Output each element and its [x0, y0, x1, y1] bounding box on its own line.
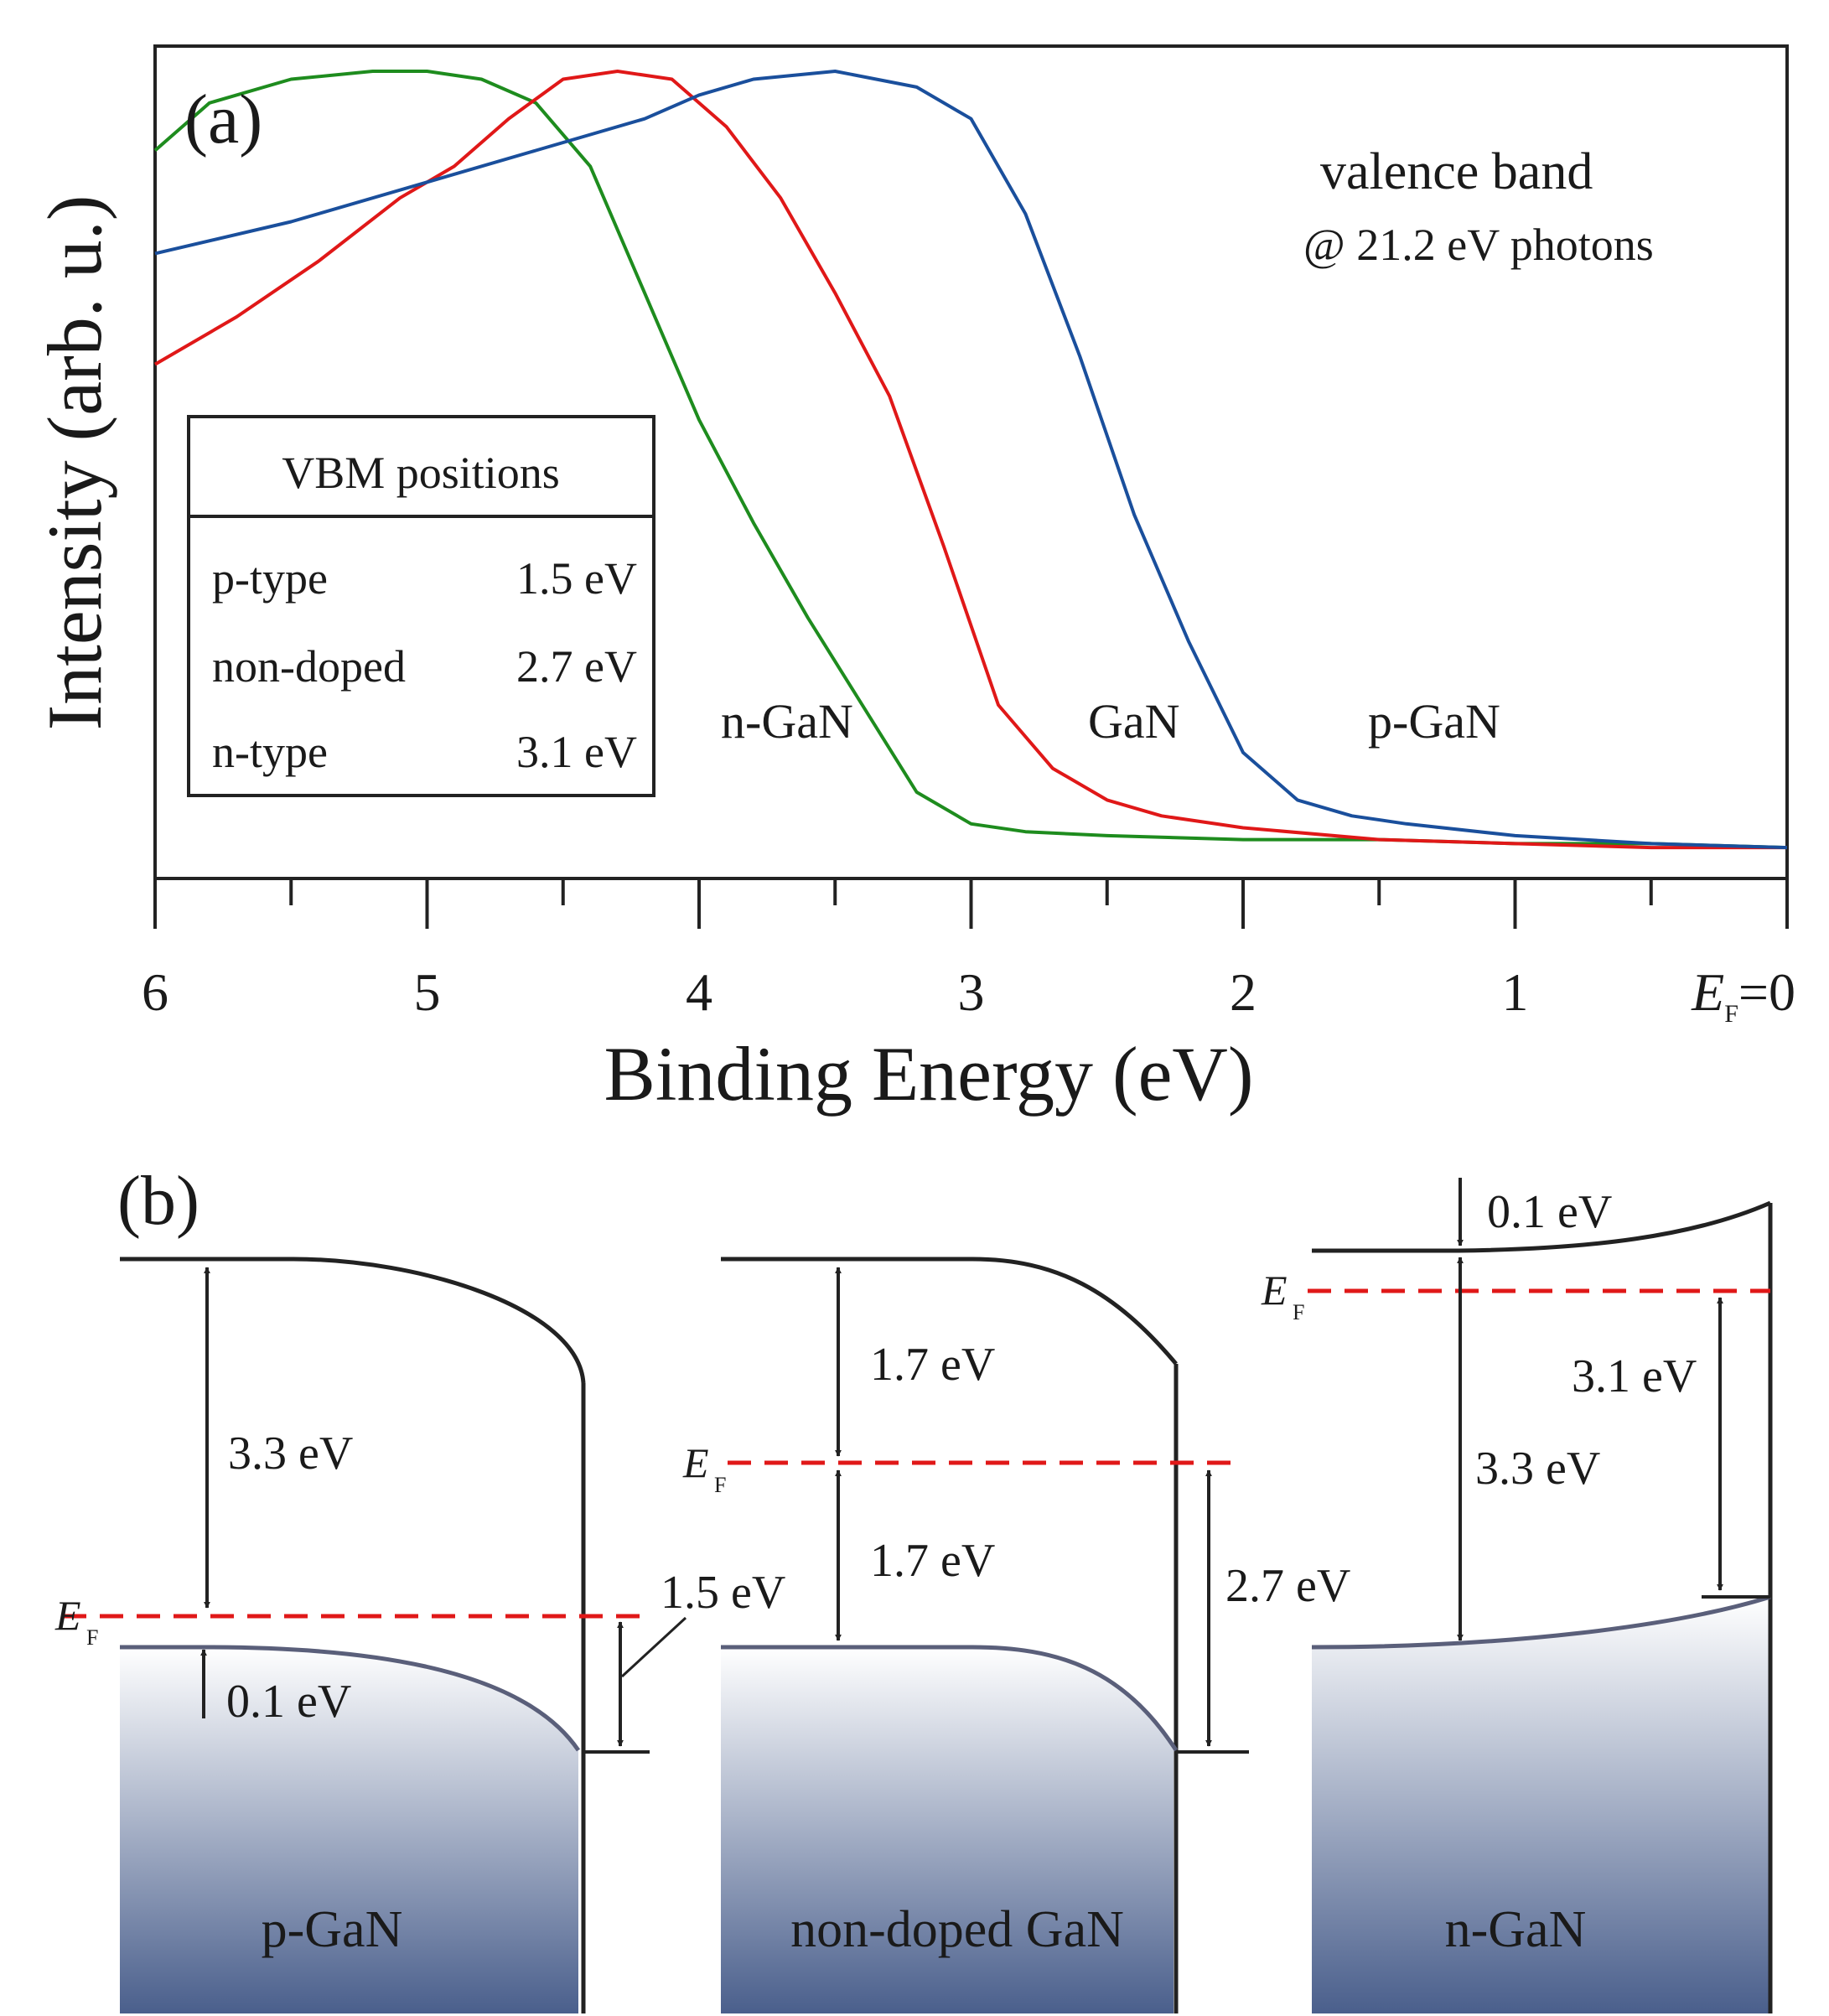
fermi-label-main: E	[682, 1439, 709, 1486]
valence-band-edge	[721, 1645, 1179, 1752]
vbm-positions-table: VBM positions p-type 1.5 eV non-doped 2.…	[187, 415, 655, 797]
table-row-label: n-type	[212, 727, 328, 777]
x-tick-label: 1	[1502, 962, 1529, 1022]
table-row-value: 1.5 eV	[516, 553, 637, 604]
fermi-label: E F	[54, 1592, 98, 1650]
conduction-band-edge	[721, 1257, 1178, 1366]
series-line-p-gan	[154, 70, 1788, 850]
valence-band-edge	[120, 1645, 581, 1752]
band-diagram-non-doped-gan: E F 1.7 eV 1.7 eV 2.7 eV non-doped GaN	[682, 1257, 1350, 2013]
fermi-label-main: E	[54, 1592, 81, 1639]
gap-value: 3.3 eV	[1475, 1443, 1600, 1495]
vbm-leader-line	[620, 1616, 687, 1678]
valence-fill	[721, 1647, 1174, 2013]
fermi-label: E F	[1261, 1267, 1304, 1324]
band-diagram-n-gan: E F 0.1 eV 3.3 eV 3.1 eV n-GaN	[1261, 1178, 1773, 2013]
gap-value: 3.3 eV	[228, 1428, 353, 1480]
fermi-label-sub: F	[1293, 1300, 1304, 1324]
band-diagram-p-gan: E F 3.3 eV 0.1 eV 1.5 eV p-GaN	[54, 1257, 785, 2013]
panel-a-label: (a)	[184, 80, 262, 158]
valence-fill	[1312, 1597, 1770, 2013]
series-line-gan	[153, 70, 1787, 850]
annotation-valence-band: valence band	[1320, 143, 1593, 200]
table-header: VBM positions	[282, 448, 560, 498]
spectra-series-layer	[153, 70, 1788, 850]
valence-band-edge	[1311, 1594, 1771, 1650]
y-axis-label: Intensity (arb. u.)	[32, 195, 117, 731]
table-row-label: p-type	[212, 553, 328, 604]
panel-b-label: (b)	[117, 1162, 199, 1240]
panel-b-band-diagrams: (b) E F 3.3 eV 0.1 eV 1.5 eV p-GaN	[54, 1162, 1773, 2013]
x-tick-label: 2	[1230, 962, 1256, 1022]
valence-fill	[120, 1647, 578, 2013]
vbm-value: 1.5 eV	[661, 1567, 785, 1619]
fermi-label-sub: F	[86, 1625, 98, 1650]
x-tick-label: 4	[686, 962, 712, 1022]
annotation-photon-energy: @ 21.2 eV photons	[1303, 220, 1654, 270]
lower-value: 1.7 eV	[870, 1535, 995, 1587]
x-axis-ticks: 6 5 4 3 2 1 EF=0	[142, 878, 1795, 1028]
curve-label-n-gan: n-GaN	[721, 694, 853, 749]
fermi-label: E F	[682, 1439, 726, 1497]
upper-value: 1.7 eV	[870, 1339, 995, 1391]
bending-value: 0.1 eV	[226, 1676, 351, 1728]
table-frame	[187, 415, 655, 797]
x-tick-label-fermi-zero: EF=0	[1691, 962, 1795, 1028]
curve-label-gan: GaN	[1088, 694, 1180, 749]
table-row-label: non-doped	[212, 641, 406, 692]
x-axis-label: Binding Energy (eV)	[604, 1031, 1253, 1117]
bending-value: 0.1 eV	[1487, 1186, 1612, 1238]
panel-label-p-gan: p-GaN	[262, 1901, 403, 1958]
x-tick-label: 5	[414, 962, 441, 1022]
curve-label-p-gan: p-GaN	[1368, 694, 1500, 749]
x-tick-label: 6	[142, 962, 168, 1022]
fermi-label-sub: F	[714, 1473, 726, 1497]
panel-label-n-gan: n-GaN	[1445, 1901, 1587, 1958]
panel-label-non-doped-gan: non-doped GaN	[790, 1901, 1124, 1958]
fermi-label-main: E	[1261, 1267, 1288, 1314]
series-line-n-gan	[153, 70, 1788, 850]
table-row-value: 3.1 eV	[516, 727, 637, 777]
table-row-value: 2.7 eV	[516, 641, 637, 692]
x-tick-label: 3	[958, 962, 985, 1022]
conduction-band-edge	[120, 1257, 586, 1384]
vbm-value: 3.1 eV	[1572, 1350, 1697, 1402]
vbm-value: 2.7 eV	[1225, 1560, 1350, 1612]
conduction-band-edge	[1312, 1200, 1771, 1253]
panel-a-valence-band-spectra: 6 5 4 3 2 1 EF=0 (a) valence band @ 21.2 eV ph…	[32, 44, 1795, 1117]
